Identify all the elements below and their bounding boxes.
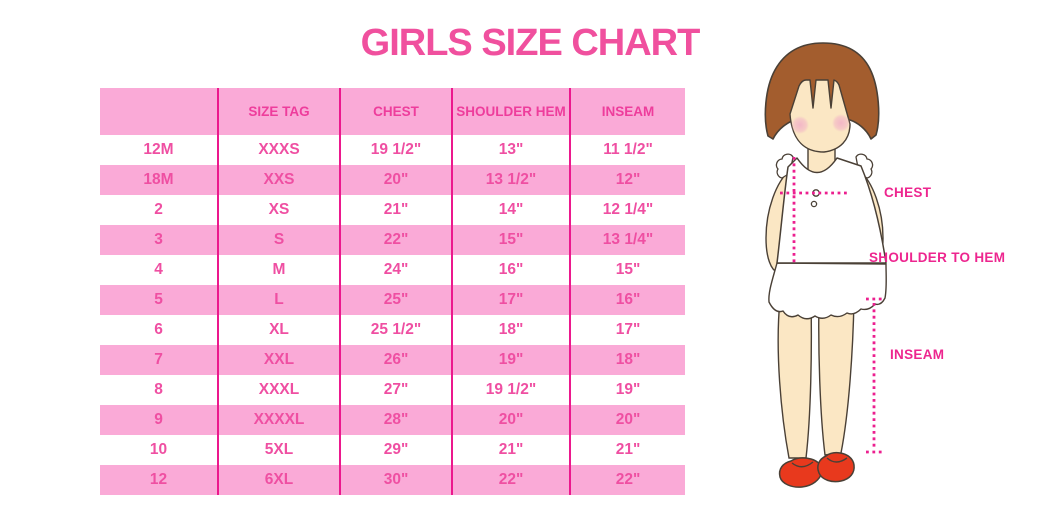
table-cell: XXL [217, 345, 340, 375]
table-cell: 28" [339, 405, 452, 435]
table-row: 6 XL 25 1/2" 18" 17" [100, 315, 685, 345]
size-chart-body: 12M XXXS 19 1/2" 13" 11 1/2" 18M XXS 20" 13 1/2"… [100, 135, 685, 495]
table-cell: XS [217, 195, 340, 225]
table-row: 3 S 22" 15" 13 1/4" [100, 225, 685, 255]
table-cell: 29" [339, 435, 452, 465]
table-cell: XXXL [217, 375, 340, 405]
page-title: GIRLS SIZE CHART [360, 22, 701, 64]
table-cell: 25" [339, 285, 452, 315]
girl-measurement-diagram [764, 42, 887, 488]
right-blush [832, 114, 850, 132]
left-blush [791, 116, 809, 134]
table-cell: 7 [100, 345, 218, 375]
table-cell: 5XL [217, 435, 340, 465]
left-shoe-strap [791, 461, 814, 468]
table-cell: 12 [100, 465, 218, 495]
table-cell: 22" [569, 465, 685, 495]
table-cell: 2 [100, 195, 218, 225]
tank-top [776, 157, 887, 264]
table-cell: 13 1/2" [451, 165, 570, 195]
table-cell: 18" [569, 345, 685, 375]
table-cell: 8 [100, 375, 218, 405]
face [789, 79, 851, 153]
table-cell: 19 1/2" [339, 135, 452, 165]
table-cell: 26" [339, 345, 452, 375]
table-row: 10 5XL 29" 21" 21" [100, 435, 685, 465]
table-cell: 6 [100, 315, 218, 345]
right-shoe [817, 451, 855, 483]
table-cell: 25 1/2" [339, 315, 452, 345]
table-cell: 11 1/2" [569, 135, 685, 165]
table-cell: 20" [569, 405, 685, 435]
table-cell: 13 1/4" [569, 225, 685, 255]
table-cell: 17" [569, 315, 685, 345]
column-header: INSEAM [569, 88, 685, 135]
table-cell: 20" [451, 405, 570, 435]
table-cell: 20" [339, 165, 452, 195]
table-row: 7 XXL 26" 19" 18" [100, 345, 685, 375]
table-cell: 27" [339, 375, 452, 405]
table-cell: 12" [569, 165, 685, 195]
table-cell: 22" [451, 465, 570, 495]
table-cell: 21" [339, 195, 452, 225]
table-cell: 19" [451, 345, 570, 375]
table-cell: 16" [451, 255, 570, 285]
table-row: 4 M 24" 16" 15" [100, 255, 685, 285]
table-row: 8 XXXL 27" 19 1/2" 19" [100, 375, 685, 405]
table-cell: 9 [100, 405, 218, 435]
table-cell: 18" [451, 315, 570, 345]
column-header-empty [100, 88, 218, 135]
chest-label: CHEST [884, 185, 932, 200]
table-cell: 21" [451, 435, 570, 465]
table-cell: 12 1/4" [569, 195, 685, 225]
table-cell: 14" [451, 195, 570, 225]
table-cell: 15" [451, 225, 570, 255]
right-shoe-strap [826, 457, 848, 463]
table-cell: 12M [100, 135, 218, 165]
table-row: 12 6XL 30" 22" 22" [100, 465, 685, 495]
column-header: SIZE TAG [217, 88, 340, 135]
table-cell: 30" [339, 465, 452, 495]
table-cell: 4 [100, 255, 218, 285]
table-cell: M [217, 255, 340, 285]
table-cell: 10 [100, 435, 218, 465]
table-cell: 3 [100, 225, 218, 255]
table-cell: S [217, 225, 340, 255]
top-button-2 [810, 200, 818, 208]
table-cell: XXXS [217, 135, 340, 165]
table-cell: 21" [569, 435, 685, 465]
table-cell: L [217, 285, 340, 315]
inseam-label: INSEAM [890, 347, 945, 362]
table-cell: XL [217, 315, 340, 345]
size-chart-header-row: SIZE TAG CHEST SHOULDER HEM INSEAM [100, 88, 685, 135]
table-cell: 16" [569, 285, 685, 315]
table-cell: 13" [451, 135, 570, 165]
left-leg [777, 299, 813, 459]
table-row: 12M XXXS 19 1/2" 13" 11 1/2" [100, 135, 685, 165]
table-cell: 19" [569, 375, 685, 405]
table-row: 18M XXS 20" 13 1/2" 12" [100, 165, 685, 195]
table-row: 5 L 25" 17" 16" [100, 285, 685, 315]
table-cell: 15" [569, 255, 685, 285]
column-header: CHEST [339, 88, 452, 135]
table-row: 2 XS 21" 14" 12 1/4" [100, 195, 685, 225]
table-cell: 24" [339, 255, 452, 285]
table-cell: 22" [339, 225, 452, 255]
table-cell: XXS [217, 165, 340, 195]
table-cell: 18M [100, 165, 218, 195]
table-cell: XXXXL [217, 405, 340, 435]
table-cell: 6XL [217, 465, 340, 495]
table-cell: 5 [100, 285, 218, 315]
table-row: 9 XXXXL 28" 20" 20" [100, 405, 685, 435]
left-shoe [778, 457, 823, 488]
column-header: SHOULDER HEM [451, 88, 570, 135]
skirt [768, 262, 887, 320]
size-chart-table: SIZE TAG CHEST SHOULDER HEM INSEAM 12M XXXS 1… [100, 88, 685, 495]
shoulder-to-hem-label: SHOULDER TO HEM [869, 250, 1006, 265]
table-cell: 19 1/2" [451, 375, 570, 405]
right-leg [818, 299, 855, 456]
table-cell: 17" [451, 285, 570, 315]
